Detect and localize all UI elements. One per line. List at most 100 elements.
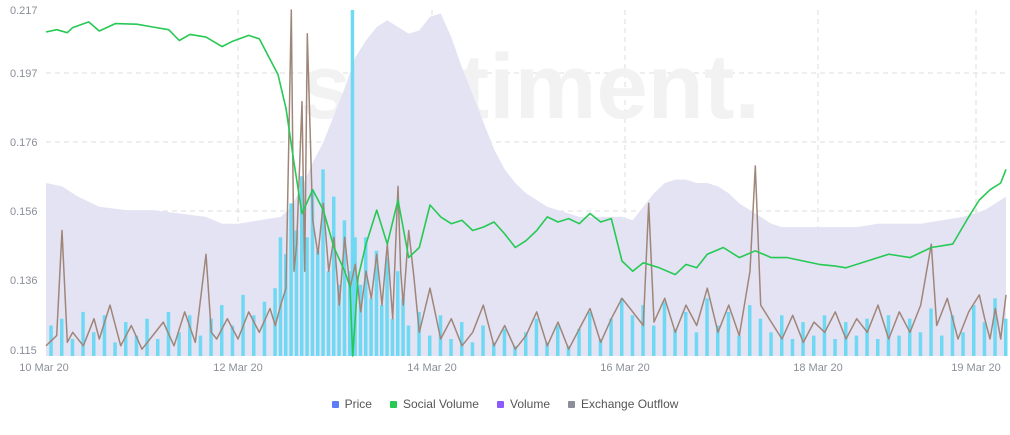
legend-label-volume: Volume xyxy=(509,397,551,411)
volume-bar xyxy=(124,322,128,356)
volume-bar xyxy=(716,325,720,356)
volume-bar xyxy=(353,237,357,356)
volume-bar xyxy=(566,345,571,356)
legend-item-social-volume[interactable]: Social Volume xyxy=(389,397,479,411)
volume-bar xyxy=(790,339,795,356)
volume-bar xyxy=(294,230,299,356)
volume-bar xyxy=(262,301,267,356)
volume-bar xyxy=(758,318,763,356)
x-tick-label: 14 Mar 20 xyxy=(407,362,457,374)
volume-bar xyxy=(92,332,96,356)
volume-bar xyxy=(737,335,741,356)
volume-bar xyxy=(801,322,805,356)
y-axis-ticks: 0.217 0.197 0.176 0.156 0.136 0.115 xyxy=(10,5,38,357)
y-tick-label: 0.217 xyxy=(10,5,38,17)
volume-bar xyxy=(102,315,107,356)
volume-bar xyxy=(748,305,752,356)
volume-bar xyxy=(401,298,405,356)
legend-swatch-volume xyxy=(496,400,504,408)
volume-bar xyxy=(300,176,304,356)
legend-item-exchange-outflow[interactable]: Exchange Outflow xyxy=(568,397,678,411)
volume-bar xyxy=(284,254,288,356)
volume-bar xyxy=(694,332,699,356)
volume-bar xyxy=(380,305,384,356)
volume-bar xyxy=(609,318,613,356)
x-tick-label: 12 Mar 20 xyxy=(213,362,263,374)
volume-bar xyxy=(177,332,181,356)
line-layer xyxy=(45,9,1007,357)
y-tick-label: 0.176 xyxy=(10,137,38,149)
volume-bar xyxy=(449,339,453,356)
y-tick-label: 0.136 xyxy=(10,275,38,287)
volume-bar xyxy=(369,298,373,356)
volume-bar xyxy=(513,345,517,356)
volume-bar xyxy=(854,335,859,356)
volume-bar xyxy=(252,315,256,356)
volume-bar xyxy=(273,288,277,356)
y-tick-label: 0.115 xyxy=(10,345,37,357)
legend-label-exchange-outflow: Exchange Outflow xyxy=(581,397,679,411)
volume-bar xyxy=(705,298,709,356)
legend-label-social-volume: Social Volume xyxy=(402,397,479,411)
volume-bar xyxy=(993,298,997,356)
volume-bar xyxy=(134,335,139,356)
volume-bar xyxy=(662,301,667,356)
volume-bar xyxy=(886,315,891,356)
volume-bar xyxy=(876,339,880,356)
legend-swatch-social-volume xyxy=(389,400,397,408)
volume-bar xyxy=(428,335,432,356)
volume-bar xyxy=(390,318,395,356)
volume-bar xyxy=(350,10,355,356)
volume-bar xyxy=(364,237,368,356)
volume-bar xyxy=(950,315,955,356)
volume-bar xyxy=(342,220,347,356)
volume-bar xyxy=(289,203,293,356)
legend-item-volume[interactable]: Volume xyxy=(496,397,551,411)
volume-bar xyxy=(726,311,731,356)
y-tick-label: 0.156 xyxy=(10,206,38,218)
exchange-outflow-line xyxy=(45,9,1007,350)
volume-bar xyxy=(374,250,379,356)
legend-swatch-price xyxy=(331,400,339,408)
volume-bar xyxy=(961,332,965,356)
volume-bar xyxy=(332,196,336,356)
volume-bar xyxy=(598,339,603,356)
volume-bar xyxy=(348,271,352,356)
volume-bar xyxy=(470,342,475,356)
volume-bar xyxy=(358,284,363,356)
volume-bar xyxy=(918,332,923,356)
x-axis-ticks: 10 Mar 20 12 Mar 20 14 Mar 20 16 Mar 20 18 M… xyxy=(19,362,1001,374)
y-tick-label: 0.197 xyxy=(10,68,38,80)
volume-bar xyxy=(188,315,192,356)
volume-bar xyxy=(70,339,75,356)
volume-bar xyxy=(929,308,933,356)
volume-bar xyxy=(156,339,160,356)
volume-bar xyxy=(972,305,976,356)
volume-bar xyxy=(321,169,325,356)
volume-bar xyxy=(406,325,411,356)
volume-bar xyxy=(897,335,901,356)
volume-bar xyxy=(385,257,389,356)
volume-bar xyxy=(337,284,341,356)
volume-bar xyxy=(641,305,645,356)
volume-bar xyxy=(588,311,592,356)
legend-item-price[interactable]: Price xyxy=(331,397,372,411)
volume-bar xyxy=(1004,318,1008,356)
volume-bar xyxy=(620,298,624,356)
volume-bar xyxy=(822,315,827,356)
volume-bar xyxy=(502,328,507,356)
volume-bar xyxy=(81,311,85,356)
x-tick-label: 16 Mar 20 xyxy=(600,362,650,374)
legend-swatch-exchange-outflow xyxy=(568,400,576,408)
volume-bar xyxy=(982,322,987,356)
volume-bar xyxy=(545,342,549,356)
volume-bar xyxy=(769,332,773,356)
volume-bar xyxy=(460,322,464,356)
volume-bar xyxy=(209,318,213,356)
volume-bar xyxy=(145,318,149,356)
volume-bar xyxy=(812,335,816,356)
volume-bar xyxy=(630,315,635,356)
volume-bar xyxy=(524,332,528,356)
